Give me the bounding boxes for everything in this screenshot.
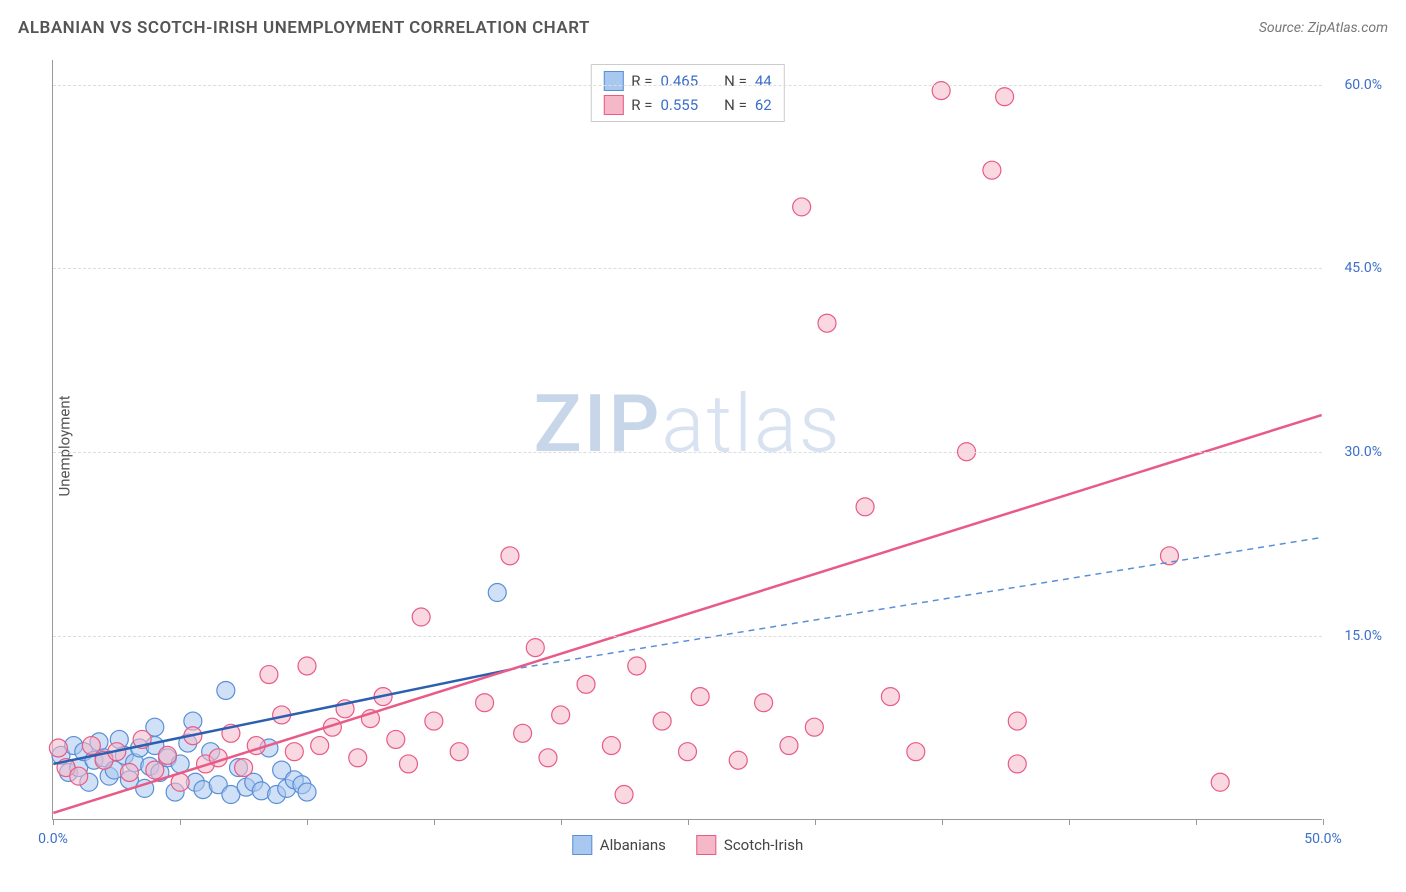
gridline bbox=[53, 452, 1322, 453]
data-point bbox=[488, 584, 506, 602]
data-point bbox=[70, 767, 88, 785]
data-point bbox=[552, 706, 570, 724]
data-point bbox=[1008, 712, 1026, 730]
data-point bbox=[298, 783, 316, 801]
data-point bbox=[653, 712, 671, 730]
gridline bbox=[53, 268, 1322, 269]
data-point bbox=[387, 730, 405, 748]
data-point bbox=[425, 712, 443, 730]
x-tick-label: 50.0% bbox=[1304, 831, 1342, 847]
data-point bbox=[793, 198, 811, 216]
data-point bbox=[577, 675, 595, 693]
data-point bbox=[285, 743, 303, 761]
data-point bbox=[679, 743, 697, 761]
legend-swatch bbox=[572, 835, 592, 855]
chart-header: ALBANIAN VS SCOTCH-IRISH UNEMPLOYMENT CO… bbox=[18, 18, 1388, 38]
data-point bbox=[818, 314, 836, 332]
legend-item: Scotch-Irish bbox=[696, 835, 803, 855]
data-point bbox=[526, 639, 544, 657]
data-point bbox=[615, 786, 633, 804]
data-point bbox=[476, 694, 494, 712]
gridline bbox=[53, 85, 1322, 86]
data-point bbox=[514, 724, 532, 742]
y-tick-label: 30.0% bbox=[1344, 444, 1382, 460]
data-point bbox=[235, 759, 253, 777]
y-tick-label: 60.0% bbox=[1344, 77, 1382, 93]
trend-line-dashed bbox=[510, 537, 1322, 669]
data-point bbox=[450, 743, 468, 761]
chart-source: Source: ZipAtlas.com bbox=[1259, 20, 1388, 36]
data-point bbox=[1211, 773, 1229, 791]
x-tick bbox=[561, 819, 562, 825]
data-point bbox=[628, 657, 646, 675]
x-tick bbox=[1323, 819, 1324, 825]
x-tick bbox=[1196, 819, 1197, 825]
x-tick bbox=[53, 819, 54, 825]
chart-title: ALBANIAN VS SCOTCH-IRISH UNEMPLOYMENT CO… bbox=[18, 18, 590, 38]
data-point bbox=[602, 737, 620, 755]
data-point bbox=[146, 761, 164, 779]
x-tick bbox=[942, 819, 943, 825]
x-tick bbox=[307, 819, 308, 825]
legend-swatch bbox=[696, 835, 716, 855]
legend-label: Albanians bbox=[600, 836, 666, 854]
data-point bbox=[298, 657, 316, 675]
data-point bbox=[1160, 547, 1178, 565]
data-point bbox=[729, 751, 747, 769]
y-tick-label: 45.0% bbox=[1344, 260, 1382, 276]
data-point bbox=[120, 763, 138, 781]
gridline bbox=[53, 636, 1322, 637]
x-tick bbox=[1069, 819, 1070, 825]
data-point bbox=[1008, 755, 1026, 773]
data-point bbox=[539, 749, 557, 767]
data-point bbox=[49, 739, 67, 757]
data-point bbox=[881, 688, 899, 706]
legend-item: Albanians bbox=[572, 835, 666, 855]
data-point bbox=[996, 88, 1014, 106]
chart-plot-area: ZIPatlas R = 0.465 N = 44 R = 0.555 N = … bbox=[52, 60, 1322, 820]
data-point bbox=[501, 547, 519, 565]
data-point bbox=[805, 718, 823, 736]
data-point bbox=[311, 737, 329, 755]
data-point bbox=[260, 666, 278, 684]
legend-label: Scotch-Irish bbox=[724, 836, 803, 854]
x-tick bbox=[180, 819, 181, 825]
data-point bbox=[907, 743, 925, 761]
y-tick-label: 15.0% bbox=[1344, 628, 1382, 644]
data-point bbox=[780, 737, 798, 755]
data-point bbox=[983, 161, 1001, 179]
series-legend: Albanians Scotch-Irish bbox=[572, 835, 803, 855]
x-tick bbox=[434, 819, 435, 825]
data-point bbox=[349, 749, 367, 767]
data-point bbox=[399, 755, 417, 773]
data-point bbox=[691, 688, 709, 706]
scatter-svg bbox=[53, 60, 1322, 819]
data-point bbox=[217, 681, 235, 699]
x-tick bbox=[815, 819, 816, 825]
data-point bbox=[755, 694, 773, 712]
x-tick bbox=[688, 819, 689, 825]
x-tick-label: 0.0% bbox=[38, 831, 68, 847]
data-point bbox=[158, 746, 176, 764]
data-point bbox=[82, 737, 100, 755]
data-point bbox=[412, 608, 430, 626]
data-point bbox=[856, 498, 874, 516]
